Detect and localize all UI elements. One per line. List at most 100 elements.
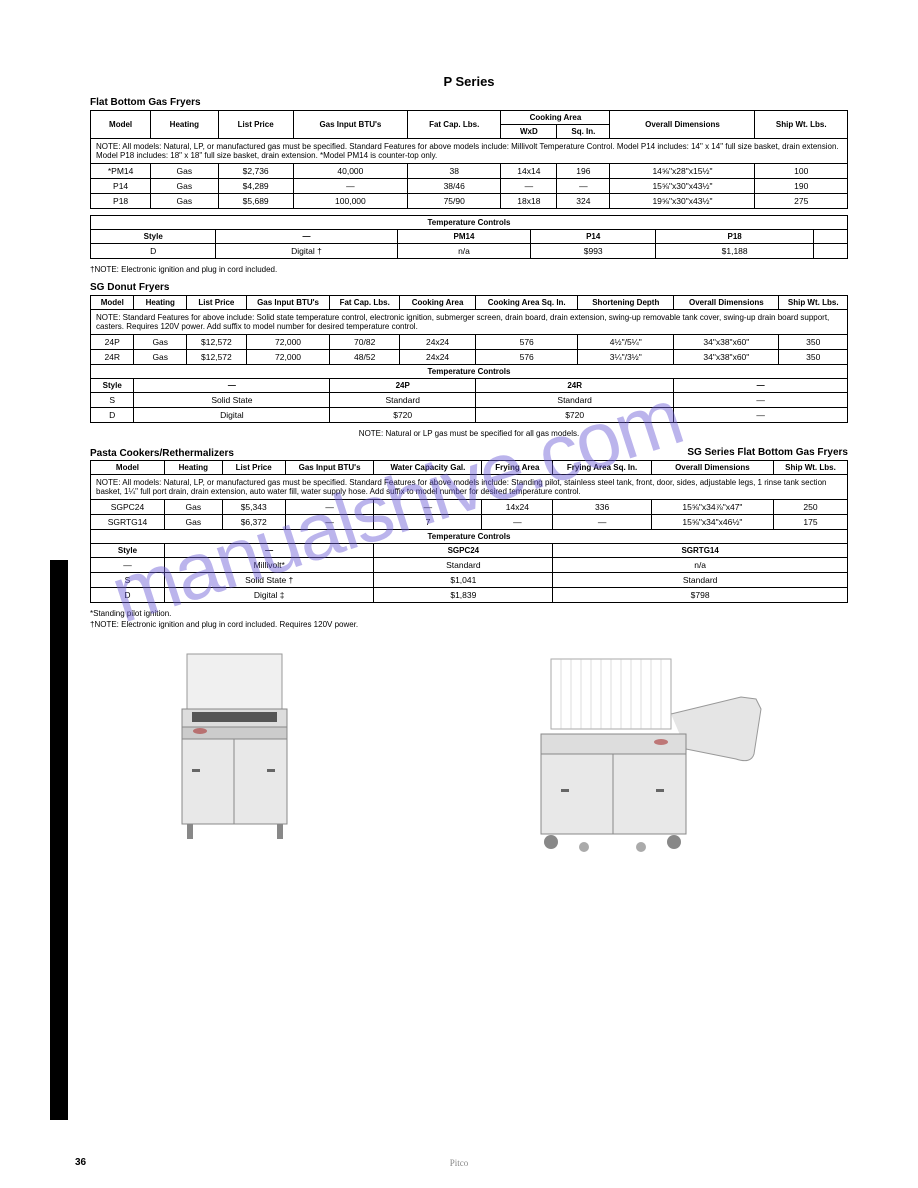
t3r1c2: $12,572 [186, 350, 246, 365]
t4c6: Frying Area Sq. In. [553, 461, 652, 475]
t1r0c7: 14⅝"x28"x15½" [610, 164, 755, 179]
t3c6: Cooking Area Sq. In. [476, 296, 578, 310]
t1r0c8: 100 [755, 164, 848, 179]
t3sr1c2: $720 [330, 408, 476, 423]
t2-header: Temperature Controls [91, 216, 848, 230]
sidebar-black-tab [50, 560, 68, 1120]
t4r1c4: 7 [374, 515, 482, 530]
t1r0c3: 40,000 [293, 164, 407, 179]
col-cooking: Cooking Area [501, 111, 610, 125]
t2r0c3: $993 [531, 244, 655, 259]
t3c7: Shortening Depth [578, 296, 674, 310]
t3c2: List Price [186, 296, 246, 310]
t3c0: Model [91, 296, 134, 310]
t2-note: †NOTE: Electronic ignition and plug in c… [90, 265, 848, 274]
t3c1: Heating [134, 296, 187, 310]
sidebar-label: COUNTERLINE COOKING [32, 641, 47, 820]
t1r1c1: Gas [151, 179, 218, 194]
t4c5: Frying Area [482, 461, 553, 475]
t4r0c4: — [374, 500, 482, 515]
t2c0: Style [91, 230, 216, 244]
col-dims: Overall Dimensions [610, 111, 755, 139]
col-wxd: WxD [501, 125, 557, 139]
t1r1c3: — [293, 179, 407, 194]
t3c5: Cooking Area [400, 296, 476, 310]
page-number: 36 [75, 1157, 86, 1168]
t4r1c5: — [482, 515, 553, 530]
t3r1c1: Gas [134, 350, 187, 365]
t1r2c3: 100,000 [293, 194, 407, 209]
col-heating: Heating [151, 111, 218, 139]
t4r0c1: Gas [164, 500, 222, 515]
fryer-svg-2 [506, 649, 786, 854]
t2r0c2: n/a [397, 244, 531, 259]
t3r0c3: 72,000 [246, 335, 330, 350]
t3r1c6: 576 [476, 350, 578, 365]
brand-footer: Pitco [450, 1158, 469, 1168]
t4c2: List Price [222, 461, 285, 475]
t4sc3: SGRTG14 [553, 544, 848, 558]
t3r0c8: 34"x38"x60" [674, 335, 779, 350]
page-container: manualshive.com COUNTERLINE COOKING P Se… [0, 0, 918, 1188]
t4sr2c2: $1,839 [374, 588, 553, 603]
t4c0: Model [91, 461, 165, 475]
t3c8: Overall Dimensions [674, 296, 779, 310]
t2c4: P18 [655, 230, 813, 244]
t3r1c5: 24x24 [400, 350, 476, 365]
t4r0c8: 250 [773, 500, 847, 515]
t3sr1c4: — [674, 408, 848, 423]
t1r0c2: $2,736 [218, 164, 293, 179]
t4sr1c2: $1,041 [374, 573, 553, 588]
t4r1c8: 175 [773, 515, 847, 530]
col-sqin: Sq. In. [557, 125, 610, 139]
t4r1c6: — [553, 515, 652, 530]
col-btu: Gas Input BTU's [293, 111, 407, 139]
t3sr0c4: — [674, 393, 848, 408]
t4sr2c1: Digital ‡ [164, 588, 373, 603]
t3r1c9: 350 [779, 350, 848, 365]
t3sr0c2: Standard [330, 393, 476, 408]
t4sr0c2: Standard [374, 558, 553, 573]
t3sc2: 24P [330, 379, 476, 393]
donut-fryer-table: Model Heating List Price Gas Input BTU's… [90, 295, 848, 423]
t4r0c7: 15⅝"x34⅞"x47" [651, 500, 773, 515]
t3sr0c0: S [91, 393, 134, 408]
t4-note: NOTE: All models: Natural, LP, or manufa… [91, 475, 848, 500]
t1r0c4: 38 [407, 164, 500, 179]
flat-bottom-table: Model Heating List Price Gas Input BTU's… [90, 110, 848, 209]
t3r0c1: Gas [134, 335, 187, 350]
t3r0c2: $12,572 [186, 335, 246, 350]
subsection-2: SG Donut Fryers [90, 282, 848, 293]
t1r0c0: *PM14 [91, 164, 151, 179]
t4c1: Heating [164, 461, 222, 475]
t1r2c5: 18x18 [501, 194, 557, 209]
pasta-cooker-table: Model Heating List Price Gas Input BTU's… [90, 460, 848, 603]
t2r0c0: D [91, 244, 216, 259]
t3r1c7: 3¼"/3½" [578, 350, 674, 365]
t1r1c8: 190 [755, 179, 848, 194]
t3r0c0: 24P [91, 335, 134, 350]
t4sr0c3: n/a [553, 558, 848, 573]
col-ship: Ship Wt. Lbs. [755, 111, 848, 139]
t3sr1c1: Digital [134, 408, 330, 423]
t1r2c8: 275 [755, 194, 848, 209]
t1r0c1: Gas [151, 164, 218, 179]
t2r0c5 [814, 244, 848, 259]
t3r0c9: 350 [779, 335, 848, 350]
fryer-image-2 [506, 649, 786, 859]
t1r1c4: 38/46 [407, 179, 500, 194]
t4sr2c3: $798 [553, 588, 848, 603]
t3sc4: — [674, 379, 848, 393]
col-price: List Price [218, 111, 293, 139]
t1r2c4: 75/90 [407, 194, 500, 209]
t4sc2: SGPC24 [374, 544, 553, 558]
t4c3: Gas Input BTU's [285, 461, 374, 475]
t4r1c0: SGRTG14 [91, 515, 165, 530]
t1r1c2: $4,289 [218, 179, 293, 194]
t3c9: Ship Wt. Lbs. [779, 296, 848, 310]
gas-note: NOTE: Natural or LP gas must be specifie… [90, 429, 848, 438]
t2c1: — [216, 230, 397, 244]
t1r1c7: 15⅝"x30"x43½" [610, 179, 755, 194]
t3c4: Fat Cap. Lbs. [330, 296, 400, 310]
t1r2c6: 324 [557, 194, 610, 209]
